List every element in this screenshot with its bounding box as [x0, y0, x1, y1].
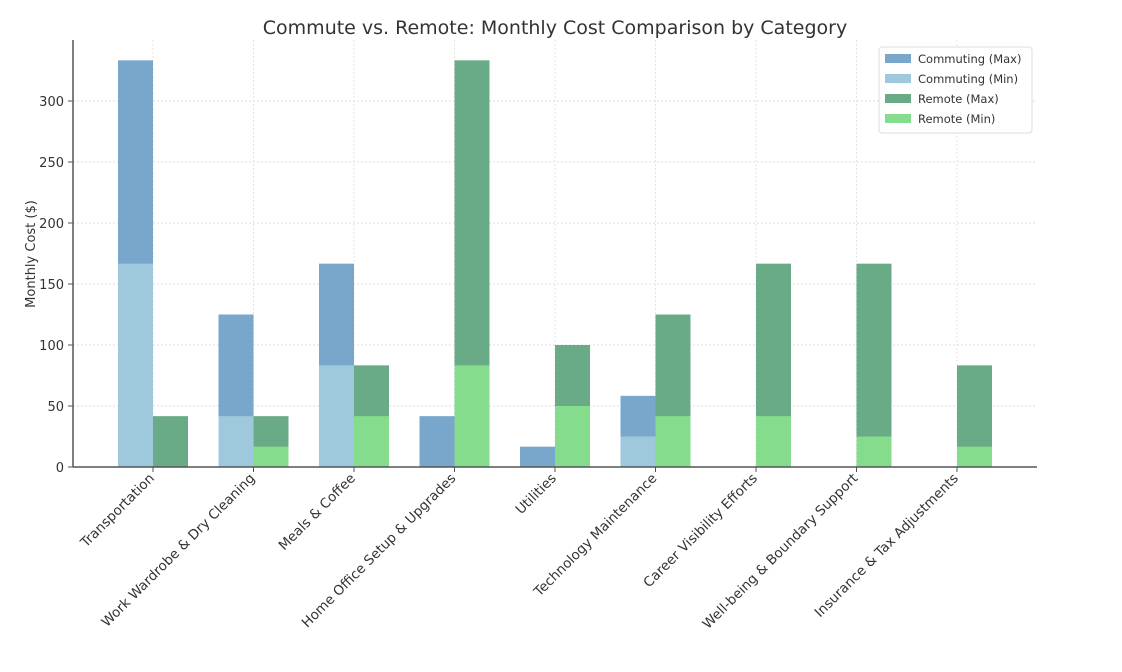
bar-remote-min [354, 416, 389, 467]
bar-remote-max [856, 263, 892, 467]
y-tick-label: 0 [56, 461, 64, 476]
bar-commuting-min [319, 365, 354, 467]
legend-swatch [885, 74, 911, 83]
chart-title: Commute vs. Remote: Monthly Cost Compari… [263, 17, 847, 39]
bar-remote-min [253, 446, 289, 467]
bar-commuting-max [520, 446, 555, 467]
x-tick-label: Meals & Coffee [276, 471, 359, 554]
bar-remote-min [957, 446, 992, 467]
bar-remote-max [153, 416, 188, 467]
legend-label: Remote (Max) [918, 92, 999, 106]
legend-label: Remote (Min) [918, 112, 995, 126]
bar-remote-min [454, 365, 490, 467]
legend: Commuting (Max) Commuting (Min) Remote (Ma… [878, 46, 1033, 134]
x-tick-label: Utilities [513, 471, 560, 518]
y-tick-label: 100 [39, 339, 64, 354]
bar-commuting-min [118, 263, 153, 467]
bar-remote-min [655, 416, 691, 467]
x-tick-label: Well-being & Boundary Support [700, 471, 862, 633]
y-tick-label: 50 [47, 400, 64, 415]
y-tick-label: 250 [39, 156, 64, 171]
bar-commuting-min [620, 436, 656, 467]
x-tick-label: Transportation [77, 471, 158, 552]
legend-label: Commuting (Min) [918, 72, 1018, 86]
y-tick-label: 150 [39, 278, 64, 293]
legend-swatch [885, 94, 911, 103]
y-axis-label: Monthly Cost ($) [24, 200, 39, 308]
bar-commuting-max [419, 416, 455, 467]
bar-commuting-min [218, 416, 254, 467]
y-tick-label: 200 [39, 217, 64, 232]
bar-remote-min [555, 406, 590, 467]
legend-swatch [885, 114, 911, 123]
bar-remote-min [756, 416, 791, 467]
legend-label: Commuting (Max) [918, 52, 1021, 66]
x-tick-label: Career Visibility Efforts [640, 471, 760, 591]
legend-swatch [885, 54, 911, 63]
legend-box [878, 46, 1033, 134]
y-tick-label: 300 [39, 95, 64, 110]
bar-remote-min [856, 436, 892, 467]
